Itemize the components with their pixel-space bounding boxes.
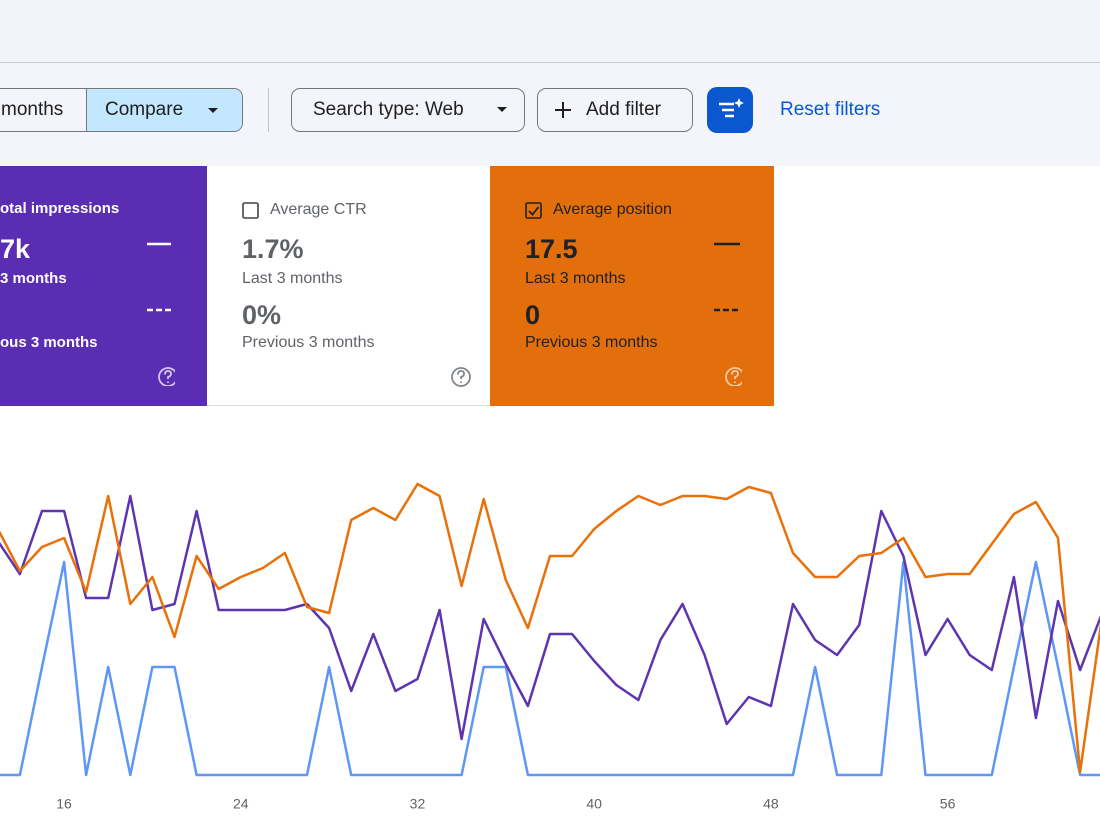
x-tick-label: 56 — [940, 796, 956, 812]
date-range[interactable]: months — [1, 99, 64, 120]
card-previous-value: 0 — [525, 300, 541, 330]
series-line — [0, 494, 1100, 741]
x-tick-label: 48 — [763, 796, 779, 812]
date-compare-toggle[interactable]: months Compare — [0, 88, 243, 132]
card-label: otal impressions — [0, 200, 120, 217]
add-filter-button[interactable]: Add filter — [537, 88, 693, 132]
card-value: 17.5 — [525, 234, 578, 264]
search-type-button[interactable]: Search type: Web — [291, 88, 525, 132]
ctr-card[interactable]: Average CTR 1.7% Last 3 months 0% Previo… — [207, 166, 490, 406]
card-period: 3 months — [0, 270, 67, 287]
x-tick-label: 32 — [410, 796, 426, 812]
compare-label: Compare — [105, 99, 184, 120]
checkbox[interactable] — [525, 202, 543, 220]
plus-icon — [555, 102, 571, 118]
series-line — [0, 482, 1100, 774]
series-line — [0, 560, 1100, 777]
card-previous-period: ous 3 months — [0, 334, 98, 351]
add-filter-label: Add filter — [586, 99, 661, 120]
card-label: Average position — [553, 201, 672, 218]
card-label: Average CTR — [270, 201, 367, 218]
impressions-card[interactable]: otal impressions 7k 3 months ous 3 month… — [0, 166, 207, 406]
card-value: 7k — [0, 234, 31, 264]
card-previous-period: Previous 3 months — [525, 334, 658, 351]
position-card[interactable]: Average position 17.5 Last 3 months 0 Pr… — [490, 166, 774, 406]
card-period: Last 3 months — [525, 270, 626, 287]
card-period: Last 3 months — [242, 270, 343, 287]
card-previous-period: Previous 3 months — [242, 334, 375, 351]
dropdown-arrow — [208, 108, 218, 113]
reset-filters-link[interactable]: Reset filters — [780, 99, 881, 120]
compare-button[interactable]: Compare — [86, 89, 242, 131]
help-icon[interactable] — [447, 366, 477, 396]
x-tick-label: 16 — [56, 796, 72, 812]
x-tick-label: 40 — [586, 796, 602, 812]
search-type-label: Search type: Web — [313, 99, 464, 120]
dropdown-arrow — [497, 107, 507, 112]
card-value: 1.7% — [242, 234, 304, 264]
header-band — [0, 0, 1100, 63]
card-icons — [147, 242, 175, 386]
card-previous-value: 0% — [242, 300, 282, 330]
filter-settings-button[interactable] — [707, 87, 753, 133]
plot-area — [0, 482, 1100, 777]
x-tick-label: 24 — [233, 796, 249, 812]
checkbox[interactable] — [242, 202, 260, 220]
separator — [268, 88, 269, 132]
card-icons — [714, 242, 742, 386]
